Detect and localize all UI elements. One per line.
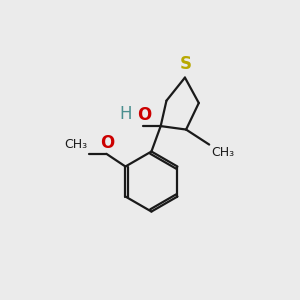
Text: H: H <box>120 105 132 123</box>
Text: CH₃: CH₃ <box>64 139 87 152</box>
Text: O: O <box>100 134 114 152</box>
Text: CH₃: CH₃ <box>212 146 235 159</box>
Text: O: O <box>137 106 151 124</box>
Text: S: S <box>180 56 192 74</box>
